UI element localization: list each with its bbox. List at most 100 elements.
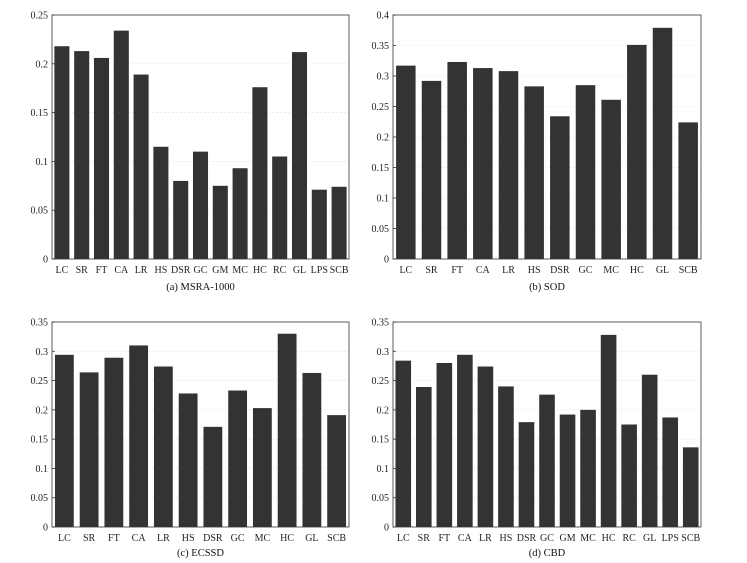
bar-hs xyxy=(498,386,514,527)
x-tick-label: LR xyxy=(502,265,515,276)
y-tick-label: 0.1 xyxy=(377,194,390,205)
x-tick-label: CA xyxy=(476,265,491,276)
x-tick-label: SR xyxy=(76,265,89,276)
y-tick-label: 0.05 xyxy=(31,206,49,217)
x-tick-label: SCB xyxy=(330,265,349,276)
bar-gc xyxy=(192,151,209,259)
y-tick-label: 0 xyxy=(43,523,48,534)
bar-ft xyxy=(104,357,124,527)
x-tick-label: MC xyxy=(255,533,271,544)
x-tick-label: CA xyxy=(114,265,129,276)
x-tick-label: GL xyxy=(293,265,306,276)
plot-frame xyxy=(51,14,350,260)
panel-caption: (b) SOD xyxy=(529,282,565,293)
x-tick-label: LR xyxy=(157,533,170,544)
panel-caption: (a) MSRA-1000 xyxy=(166,282,235,293)
bar-sr xyxy=(415,387,432,527)
y-tick-label: 0.35 xyxy=(31,318,49,329)
x-tick-label: LPS xyxy=(662,533,679,544)
bar-lps xyxy=(311,189,327,259)
y-tick-label: 0.15 xyxy=(372,435,390,446)
x-tick-label: HS xyxy=(155,265,168,276)
bar-scb xyxy=(327,415,347,527)
x-tick-label: LC xyxy=(397,533,410,544)
x-tick-label: LR xyxy=(135,265,148,276)
bar-scb xyxy=(678,122,698,259)
bar-gc xyxy=(539,394,555,527)
chart-panel-3: 0 0.05 0.1 0.15 0.2 0.25 0.3 0.35 LC SR FT CA LR HS DS… xyxy=(31,318,350,559)
bar-hc xyxy=(252,87,268,259)
x-tick-label: FT xyxy=(108,533,120,544)
y-tick-label: 0 xyxy=(43,255,48,266)
x-tick-label: DSR xyxy=(203,533,223,544)
bar-lr xyxy=(498,71,519,260)
bar-gc xyxy=(228,390,248,527)
y-tick-label: 0.2 xyxy=(377,405,390,416)
bar-gl xyxy=(291,52,308,260)
x-tick-label: SR xyxy=(83,533,96,544)
x-tick-label: DSR xyxy=(550,265,570,276)
y-tick-label: 0.25 xyxy=(372,102,390,113)
bar-dsr xyxy=(203,426,223,527)
bar-lr xyxy=(477,366,494,527)
x-tick-label: RC xyxy=(622,533,636,544)
bar-mc xyxy=(232,168,248,259)
y-tick-label: 0.15 xyxy=(31,108,49,119)
bar-hc xyxy=(627,44,647,259)
plot-frame xyxy=(51,321,350,528)
panel-caption: (c) ECSSD xyxy=(177,548,224,559)
bar-gm xyxy=(212,185,228,259)
x-tick-label: HC xyxy=(602,533,616,544)
x-tick-label: CA xyxy=(458,533,473,544)
bar-sr xyxy=(79,372,99,527)
bar-rc xyxy=(272,156,288,259)
bar-gc xyxy=(575,85,596,260)
chart-panel-2: 0 0.05 0.1 0.15 0.2 0.25 0.3 0.35 0.4 LC SR FT CA LR H… xyxy=(372,11,702,293)
x-tick-label: HS xyxy=(500,533,513,544)
bar-rc xyxy=(621,424,637,527)
y-tick-label: 0.35 xyxy=(372,318,390,329)
x-tick-label: GC xyxy=(231,533,245,544)
bar-lc xyxy=(395,360,412,527)
x-tick-label: GM xyxy=(559,533,575,544)
y-tick-label: 0.15 xyxy=(31,435,49,446)
bar-sr xyxy=(421,80,442,259)
plot-frame xyxy=(392,14,702,260)
y-tick-label: 0 xyxy=(384,523,389,534)
bar-dsr xyxy=(550,116,570,259)
x-tick-label: HS xyxy=(528,265,541,276)
y-tick-label: 0.25 xyxy=(31,11,49,22)
y-tick-label: 0.3 xyxy=(36,347,49,358)
bar-hs xyxy=(153,146,169,259)
y-tick-label: 0.1 xyxy=(36,464,49,475)
y-tick-label: 0.1 xyxy=(377,464,390,475)
panel-caption: (d) CBD xyxy=(529,548,566,559)
x-tick-label: SR xyxy=(418,533,431,544)
x-tick-label: LC xyxy=(58,533,71,544)
x-tick-label: FT xyxy=(438,533,450,544)
bar-lc xyxy=(54,46,70,260)
x-tick-label: LPS xyxy=(311,265,328,276)
bar-ca xyxy=(457,354,473,527)
bar-hc xyxy=(600,334,617,527)
y-tick-label: 0.35 xyxy=(372,41,390,52)
chart-panel-1: 0 0.05 0.1 0.15 0.2 0.25 LC SR FT CA LR HS DSR GC GM MC… xyxy=(31,11,350,293)
bar-gm xyxy=(559,414,576,527)
bar-mc xyxy=(580,409,596,527)
bar-gl xyxy=(302,372,322,527)
x-tick-label: GL xyxy=(656,265,669,276)
y-tick-label: 0.05 xyxy=(372,493,390,504)
bar-lr xyxy=(153,366,173,527)
y-tick-label: 0.05 xyxy=(31,493,49,504)
x-tick-label: GC xyxy=(194,265,208,276)
bar-gl xyxy=(652,27,673,260)
bar-hs xyxy=(178,393,198,527)
y-tick-label: 0.1 xyxy=(36,157,49,168)
bar-lc xyxy=(54,354,74,527)
y-tick-label: 0.05 xyxy=(372,224,390,235)
bar-ft xyxy=(436,363,453,527)
x-tick-label: LR xyxy=(479,533,492,544)
bar-hc xyxy=(277,333,297,527)
chart-panel-4: 0 0.05 0.1 0.15 0.2 0.25 0.3 0.35 LC SR FT CA LR HS DS… xyxy=(372,318,702,559)
